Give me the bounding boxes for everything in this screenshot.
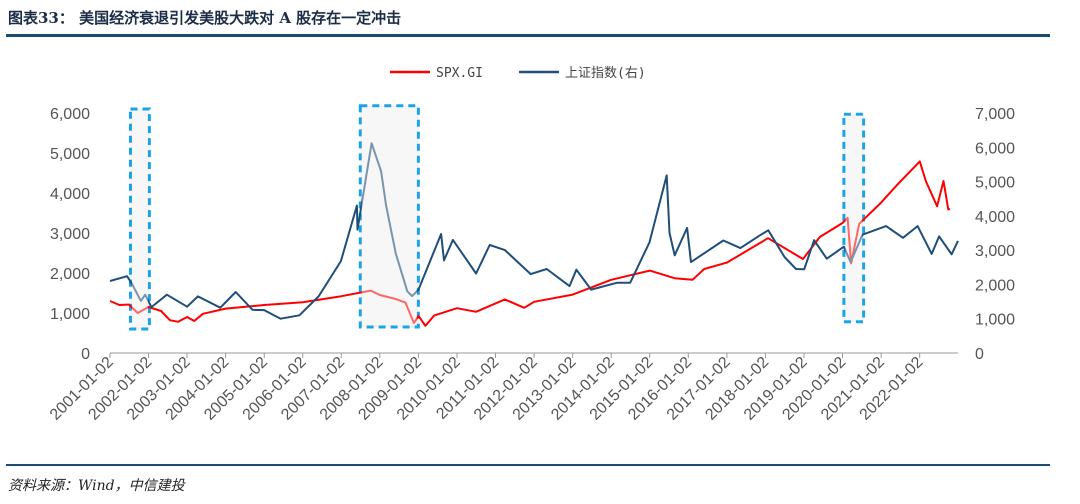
y-left-tick-label: 2,000 [50, 266, 90, 283]
y-right-tick-label: 2,000 [975, 277, 1015, 294]
y-right-tick-label: 4,000 [975, 209, 1015, 226]
y-left-tick-label: 3,000 [50, 226, 90, 243]
y-right-tick-label: 1,000 [975, 312, 1015, 329]
highlight-layer [128, 104, 866, 331]
series-line-spx [109, 160, 951, 327]
highlight-fade-2 [361, 107, 417, 326]
legend: SPX.GI 上证指数(右) [390, 66, 646, 81]
legend-label-spx: SPX.GI [436, 66, 483, 81]
line-chart: 0 1,000 2,000 3,000 4,000 5,000 6,000 0 1,000 2,0… [47, 66, 1015, 424]
series-layer [109, 107, 959, 328]
y-right-tick-label: 5,000 [975, 175, 1015, 192]
axes-layer: 0 1,000 2,000 3,000 4,000 5,000 6,000 0 1,000 2,0… [47, 106, 1015, 424]
y-right-tick-label: 3,000 [975, 243, 1015, 260]
highlight-box-3 [842, 112, 866, 324]
y-left-tick-label: 0 [81, 346, 90, 363]
bottom-rule [6, 464, 1050, 466]
source-note: 资料来源：Wind，中信建投 [8, 478, 185, 494]
y-right-tick-label: 0 [975, 346, 984, 363]
top-rule [6, 34, 1050, 37]
y-right-tick-label: 7,000 [975, 106, 1015, 123]
y-left-tick-label: 5,000 [50, 146, 90, 163]
y-left-tick-label: 6,000 [50, 106, 90, 123]
highlight-box-1 [128, 107, 151, 331]
y-right-tick-label: 6,000 [975, 140, 1015, 157]
highlight-fade-1 [131, 110, 148, 328]
highlight-fade-3 [845, 115, 863, 321]
series-line-shanghai [109, 142, 959, 320]
y-left-tick-label: 4,000 [50, 186, 90, 203]
chart-title: 图表33： 美国经济衰退引发美股大跌对 A 股存在一定冲击 [8, 9, 402, 27]
y-left-tick-label: 1,000 [50, 306, 90, 323]
legend-label-shanghai: 上证指数(右) [565, 66, 646, 81]
